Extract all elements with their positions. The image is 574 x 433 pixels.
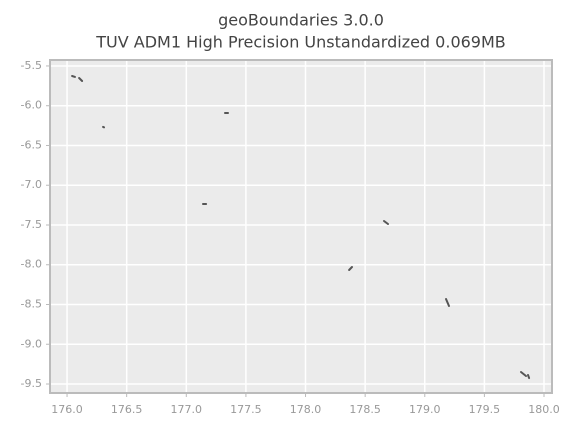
island	[445, 298, 450, 307]
plot-border	[49, 59, 553, 394]
chart-title: geoBoundaries 3.0.0	[218, 11, 384, 30]
island	[78, 77, 84, 82]
plot-area	[49, 59, 553, 394]
y-tick-label: -5.5	[21, 59, 42, 72]
island	[71, 75, 76, 78]
x-tick-label: 180.0	[528, 403, 560, 416]
x-tick-label: 177.0	[171, 403, 203, 416]
y-tick-label: -8.5	[21, 298, 42, 311]
y-tick-label: -6.5	[21, 138, 42, 151]
x-tick-label: 178.5	[349, 403, 381, 416]
y-tick-label: -7.5	[21, 218, 42, 231]
island	[520, 371, 527, 377]
x-tick-label: 176.5	[111, 403, 143, 416]
y-tick-label: -8.0	[21, 258, 42, 271]
x-tick-label: 176.0	[51, 403, 83, 416]
y-tick-label: -7.0	[21, 178, 42, 191]
y-tick-label: -6.0	[21, 99, 42, 112]
y-tick-label: -9.5	[21, 377, 42, 390]
chart-subtitle: TUV ADM1 High Precision Unstandardized 0…	[95, 33, 506, 52]
island	[527, 374, 531, 380]
island	[383, 220, 389, 225]
x-tick-label: 179.0	[409, 403, 441, 416]
y-tick-label: -9.0	[21, 337, 42, 350]
x-tick-label: 179.5	[469, 403, 501, 416]
x-tick-label: 177.5	[230, 403, 262, 416]
island	[348, 266, 353, 271]
x-tick-label: 178.0	[290, 403, 322, 416]
